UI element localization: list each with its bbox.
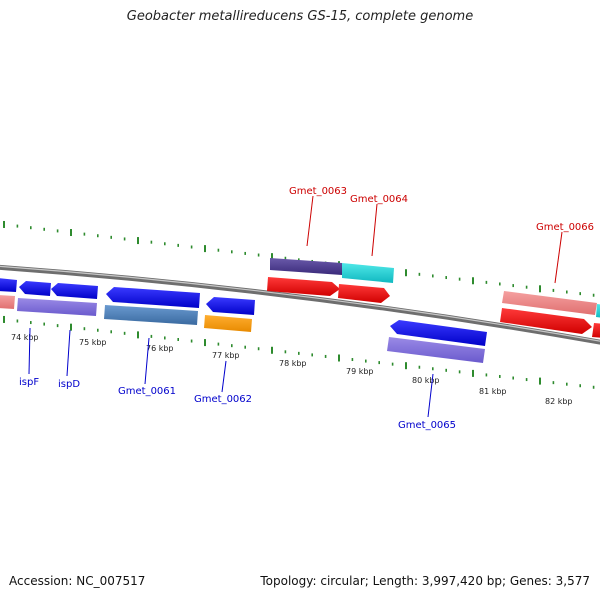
kbp-label: 76 kbp: [146, 344, 174, 353]
gene-gmet-0063-feature: [270, 258, 342, 275]
kbp-label: 80 kbp: [412, 376, 440, 385]
gene-gmet-0062-cds: [206, 297, 255, 315]
kbp-label: 79 kbp: [346, 367, 374, 376]
gene-gmet-0064-cds: [338, 284, 390, 303]
gene-label-ispd: ispD: [58, 379, 80, 390]
gene-label-gmet-0063: Gmet_0063: [289, 186, 347, 197]
gene-gmet-0062-feature: [204, 315, 252, 332]
gene-gmet-0065-cds: [390, 320, 487, 346]
kbp-label: 82 kbp: [545, 397, 573, 406]
lower-tick-track: [3, 315, 595, 389]
gene-ispf-ispd-feature: [17, 298, 97, 316]
gene-label-gmet-0065: Gmet_0065: [398, 420, 456, 431]
label-leader: [28, 327, 31, 375]
gene-gmet-0064-feature: [342, 263, 394, 283]
gene-left-edge-cds: [0, 278, 17, 292]
gene-label-ispf: ispF: [19, 377, 39, 388]
kbp-label: 75 kbp: [79, 338, 107, 347]
gene-label-gmet-0061: Gmet_0061: [118, 386, 176, 397]
gene-gmet-0066-feature: [502, 291, 597, 315]
reverse-features: [0, 278, 487, 363]
gene-label-gmet-0062: Gmet_0062: [194, 394, 252, 405]
gene-gmet-0067-cds: [592, 323, 600, 338]
label-leader: [371, 203, 378, 257]
kbp-label: 74 kbp: [11, 333, 39, 342]
gene-ispf-cds: [19, 281, 51, 296]
genome-backbone-highlight: [0, 265, 600, 342]
kbp-label: 81 kbp: [479, 387, 507, 396]
accession-label: Accession: NC_007517: [9, 574, 146, 588]
label-leader: [427, 373, 434, 418]
genome-summary-label: Topology: circular; Length: 3,997,420 bp…: [260, 574, 590, 588]
kbp-label: 78 kbp: [279, 359, 307, 368]
gene-gmet-0066-cds: [500, 308, 592, 334]
forward-gene-labels: Gmet_0063 Gmet_0064 Gmet_0066: [289, 186, 594, 284]
gene-left-edge-feature: [0, 295, 15, 309]
gene-gmet-0065-feature: [387, 337, 485, 363]
gene-gmet-0061-feature: [104, 305, 198, 325]
label-leader: [66, 329, 71, 377]
gene-gmet-0067-feature: [596, 304, 600, 318]
reverse-gene-labels: ispF ispD Gmet_0061 Gmet_0062 Gmet_0065: [19, 327, 456, 431]
gene-ispd-cds: [51, 283, 98, 299]
gene-gmet-0061-cds: [106, 287, 200, 308]
label-leader: [221, 360, 227, 393]
kbp-tick-labels: 74 kbp 75 kbp 76 kbp 77 kbp 78 kbp 79 kb…: [11, 333, 573, 406]
genome-backbone: [0, 264, 600, 345]
label-leader: [306, 195, 314, 247]
gene-gmet-0063-cds: [267, 277, 340, 296]
map-title: Geobacter metallireducens GS-15, complet…: [126, 9, 474, 24]
kbp-label: 77 kbp: [212, 351, 240, 360]
forward-features: [267, 258, 600, 338]
gene-label-gmet-0064: Gmet_0064: [350, 194, 408, 205]
label-leader: [144, 337, 150, 385]
label-leader: [554, 231, 563, 284]
gene-label-gmet-0066: Gmet_0066: [536, 222, 594, 233]
